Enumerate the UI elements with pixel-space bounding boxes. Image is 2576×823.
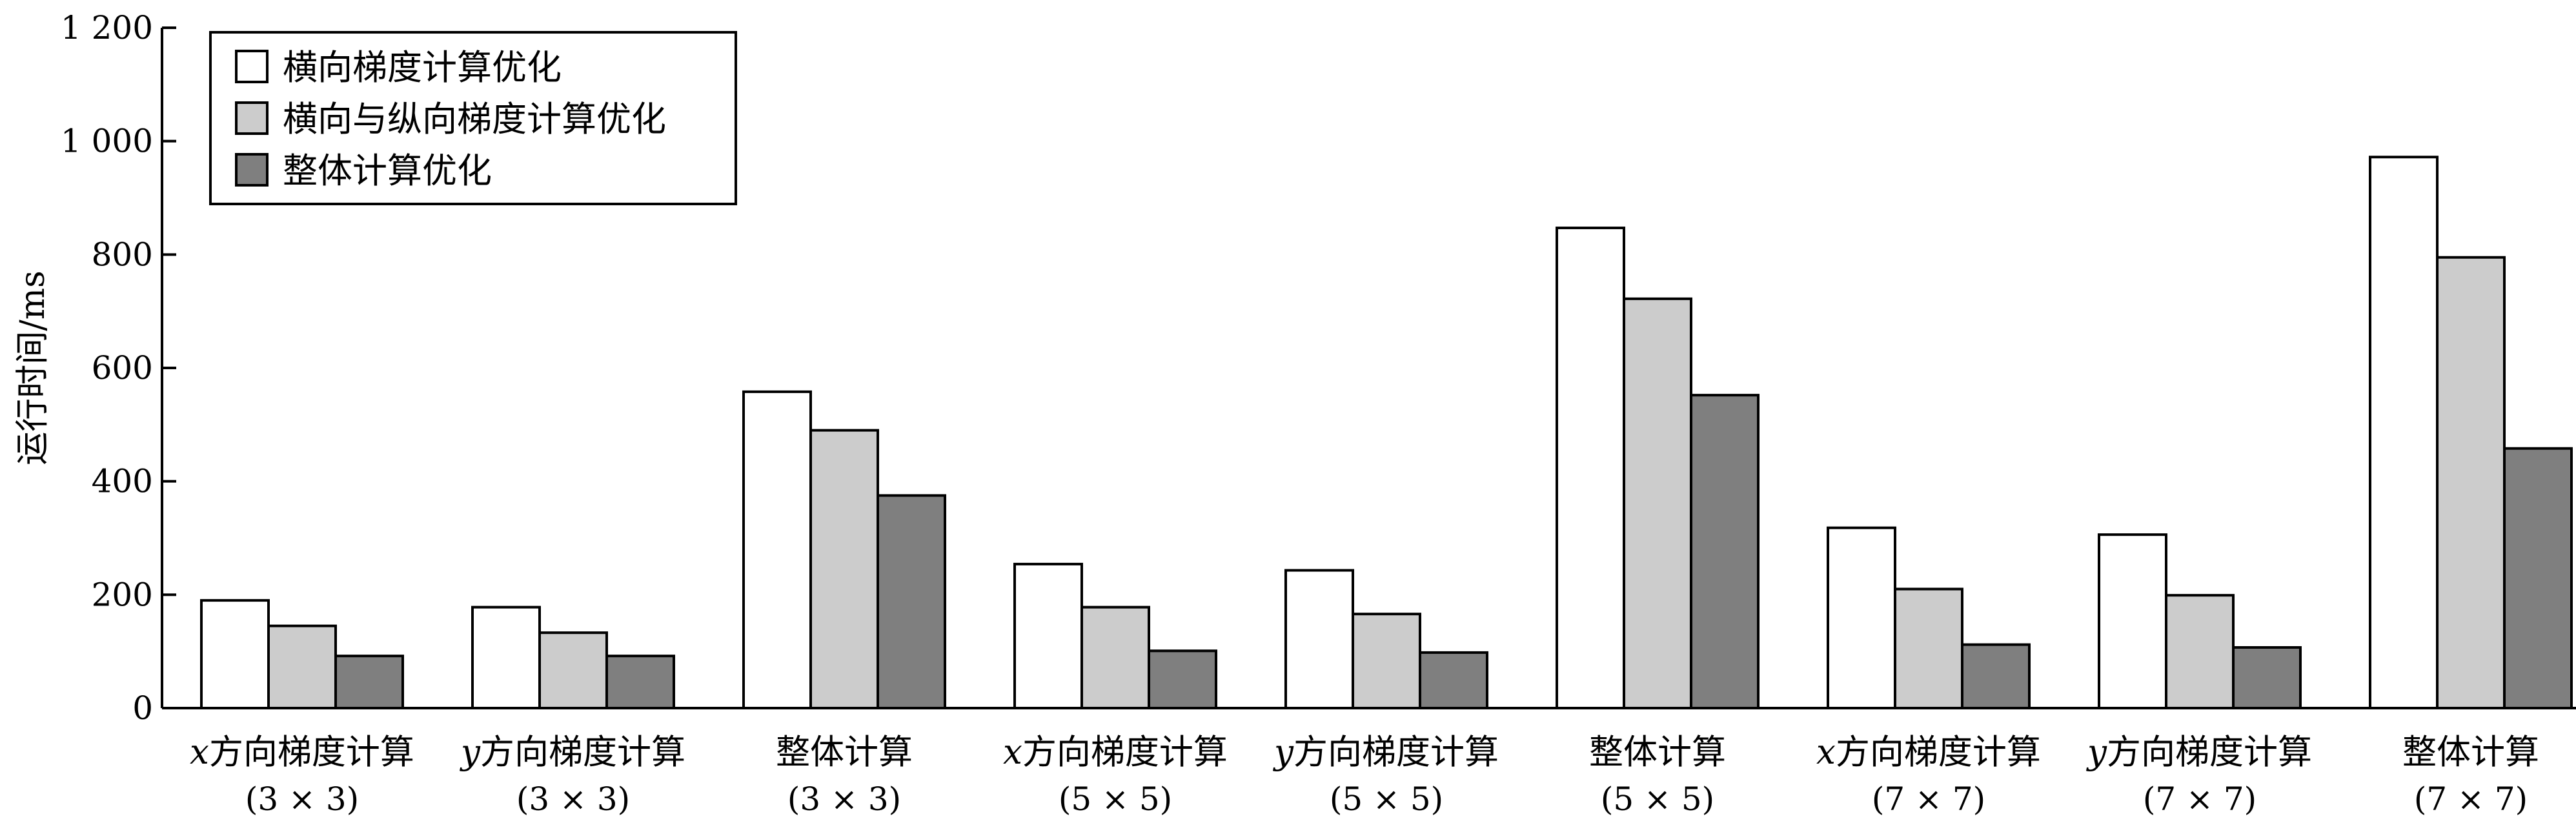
x-tick-label-size: (5 × 5) [1059, 780, 1172, 818]
bar-series-1-cat-3 [742, 390, 812, 709]
x-tick-label: y方向梯度计算 [460, 733, 685, 772]
x-tick-label-size: (3 × 3) [787, 780, 901, 818]
y-tick-label: 1 200 [61, 9, 153, 46]
x-tick-label-size: (7 × 7) [1872, 780, 1985, 818]
y-tick-label: 0 [132, 689, 153, 727]
bar-series-2-cat-2 [538, 631, 608, 709]
bar-series-2-cat-7 [1894, 587, 1963, 709]
x-tick-label-size: (5 × 5) [1601, 780, 1714, 818]
x-tick-label-name: 方向梯度计算 [209, 733, 414, 772]
x-tick-label: x方向梯度计算 [1003, 733, 1228, 772]
x-tick-label-size: (3 × 3) [516, 780, 630, 818]
bar-series-1-cat-6 [1556, 227, 1625, 709]
bar-series-1-cat-5 [1284, 569, 1354, 709]
x-tick-label-name: 方向梯度计算 [1836, 733, 2041, 772]
bar-series-2-cat-9 [2436, 256, 2506, 710]
bar-series-2-cat-1 [267, 624, 337, 709]
y-tick-label: 200 [92, 576, 153, 613]
bar-series-3-cat-9 [2503, 447, 2573, 709]
x-tick-label-axis-letter: y [2086, 733, 2107, 772]
bars-layer [200, 156, 2573, 710]
x-tick-label-size: (5 × 5) [1330, 780, 1443, 818]
bar-series-2-cat-5 [1352, 613, 1421, 709]
y-tick-label: 800 [92, 236, 153, 273]
x-tick-label-axis-letter: x [1003, 733, 1022, 772]
x-tick-label-name: 整体计算 [1589, 733, 1726, 772]
bar-series-2-cat-3 [809, 429, 879, 709]
x-tick-label: x方向梯度计算 [1816, 733, 2041, 772]
bar-series-3-cat-7 [1961, 643, 2031, 709]
y-tick-label: 1 000 [61, 123, 153, 160]
bar-series-1-cat-7 [1827, 526, 1896, 709]
bar-series-1-cat-9 [2369, 156, 2439, 709]
bar-series-1-cat-2 [471, 605, 541, 710]
bar-series-3-cat-8 [2232, 646, 2302, 709]
x-tick-label-axis-letter: y [1273, 733, 1294, 772]
x-tick-label-axis-letter: x [1816, 733, 1836, 772]
legend-label-1: 横向梯度计算优化 [283, 47, 562, 88]
bar-series-3-cat-4 [1148, 649, 1217, 709]
bar-series-3-cat-3 [877, 494, 946, 709]
x-tick-label: y方向梯度计算 [2086, 733, 2312, 772]
legend-swatch-1 [235, 50, 269, 83]
x-tick-label-name: 方向梯度计算 [1293, 733, 1499, 772]
x-tick-label-name: 整体计算 [776, 733, 913, 772]
y-axis-label: 运行时间/ms [14, 270, 52, 465]
bar-series-3-cat-6 [1690, 394, 1760, 709]
x-tick-label-axis-letter: x [190, 733, 209, 772]
bar-series-3-cat-1 [334, 655, 404, 710]
bar-series-3-cat-5 [1419, 651, 1488, 710]
bar-series-1-cat-1 [200, 599, 270, 709]
bar-series-1-cat-8 [2098, 533, 2167, 709]
bar-series-2-cat-8 [2165, 594, 2235, 709]
x-tick-label-name: 整体计算 [2402, 733, 2539, 772]
x-tick-label-size: (7 × 7) [2143, 780, 2257, 818]
x-tick-label-name: 方向梯度计算 [2107, 733, 2312, 772]
x-tick-label-name: 方向梯度计算 [1022, 733, 1228, 772]
legend-label-3: 整体计算优化 [283, 150, 492, 191]
x-tick-label-size: (7 × 7) [2414, 780, 2528, 818]
legend-box [209, 31, 737, 205]
y-tick-label: 400 [92, 463, 153, 500]
x-tick-label-axis-letter: y [460, 733, 481, 772]
x-tick-label: 整体计算 [2402, 733, 2539, 772]
bar-series-2-cat-6 [1623, 297, 1692, 709]
legend-swatch-3 [235, 153, 269, 187]
bar-series-2-cat-4 [1080, 605, 1150, 710]
x-tick-label: 整体计算 [776, 733, 913, 772]
x-tick-label-name: 方向梯度计算 [480, 733, 685, 772]
legend-swatch-2 [235, 101, 269, 135]
x-tick-label: 整体计算 [1589, 733, 1726, 772]
bar-series-3-cat-2 [605, 655, 675, 710]
x-tick-label: x方向梯度计算 [190, 733, 414, 772]
bar-series-1-cat-4 [1013, 562, 1083, 709]
x-tick-label: y方向梯度计算 [1273, 733, 1499, 772]
x-tick-label-size: (3 × 3) [245, 780, 359, 818]
y-tick-label: 600 [92, 349, 153, 387]
legend-label-2: 横向与纵向梯度计算优化 [283, 99, 666, 139]
